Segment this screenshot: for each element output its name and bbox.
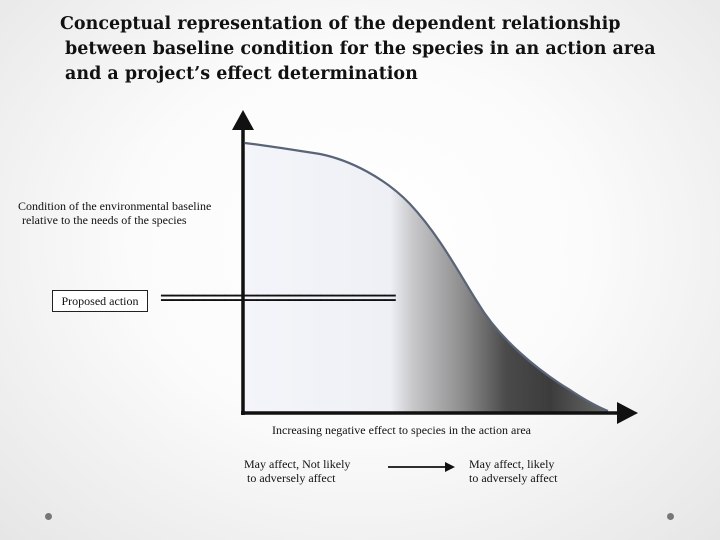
slide-bullet-dot-right (667, 513, 674, 520)
title-line-3: and a project’s effect determination (65, 64, 418, 84)
title-line-2: between baseline condition for the speci… (65, 39, 656, 59)
category-likely-adverse: May affect, likely to adversely affect (469, 457, 557, 485)
slide-title: Conceptual representation of the depende… (60, 12, 660, 87)
y-axis-label-line-1: Condition of the environmental baseline (18, 199, 212, 213)
category-right-line-2: to adversely affect (469, 471, 558, 485)
slide-bullet-dot-left (45, 513, 52, 520)
proposed-action-box: Proposed action (52, 290, 148, 312)
category-right-line-1: May affect, likely (469, 457, 555, 471)
y-axis-label-line-2: relative to the needs of the species (22, 213, 187, 227)
y-axis-arrowhead (232, 110, 254, 130)
baseline-condition-area (245, 143, 608, 414)
category-left-line-2: to adversely affect (247, 471, 336, 485)
x-axis-arrowhead (617, 402, 638, 424)
category-left-line-1: May affect, Not likely (244, 457, 351, 471)
x-axis-label: Increasing negative effect to species in… (272, 423, 531, 437)
y-axis-label: Condition of the environmental baseline … (18, 199, 211, 227)
baseline-condition-curve (244, 141, 609, 413)
category-not-likely-adverse: May affect, Not likely to adversely affe… (244, 457, 350, 485)
category-arrowhead (445, 462, 455, 472)
proposed-action-threshold: ====================== (160, 286, 397, 311)
title-line-1: Conceptual representation of the depende… (60, 14, 621, 34)
